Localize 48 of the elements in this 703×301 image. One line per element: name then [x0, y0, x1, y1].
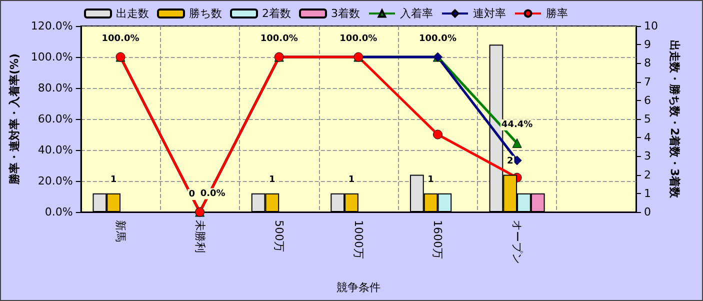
data-label: 100.0% — [418, 34, 456, 44]
y2-tick-label: 3 — [644, 150, 651, 163]
y-axis-title: 勝率・連対率・入着率(%) — [8, 53, 21, 186]
point — [512, 138, 522, 148]
data-label: 0 — [188, 190, 195, 200]
y-tick-label: 20.0% — [38, 174, 73, 188]
data-label: 100.0% — [260, 34, 298, 44]
y2-tick-label: 4 — [644, 131, 651, 144]
y-tick-label: 120.0% — [30, 20, 73, 32]
y2-tick-label: 6 — [644, 94, 651, 107]
x-tick-label: 未勝利 — [193, 220, 206, 253]
x-tick-label: 1600万 — [431, 220, 444, 259]
y2-tick-label: 5 — [644, 112, 651, 126]
data-label: 0.0% — [200, 188, 226, 199]
x-tick-label: 1000万 — [352, 220, 365, 259]
y-tick-label: 80.0% — [38, 82, 73, 94]
data-label: 1 — [428, 174, 434, 185]
legend-label: 2着数 — [262, 7, 291, 20]
y2-axis-title: 出走数・勝ち数・2着数・3着数 — [668, 40, 681, 200]
y2-tick-label: 2 — [644, 168, 651, 182]
legend-label: 出走数 — [116, 7, 149, 20]
data-label: 100.0% — [340, 34, 378, 44]
x-tick-label: 新馬 — [114, 220, 127, 242]
y2-tick-label: 9 — [644, 38, 651, 52]
data-label: 44.4% — [501, 120, 533, 130]
y2-tick-label: 10 — [644, 20, 658, 32]
legend-label: 勝ち数 — [189, 7, 222, 20]
legend-label: 入着率 — [400, 7, 433, 20]
y2-tick-label: 0 — [644, 206, 651, 218]
y-tick-label: 0.0% — [44, 206, 73, 218]
x-tick-label: オープン — [510, 220, 524, 264]
legend-label: 連対率 — [472, 7, 506, 20]
point — [432, 130, 442, 140]
legend-label: 3着数 — [331, 7, 360, 20]
y-tick-label: 40.0% — [38, 144, 73, 156]
y-tick-label: 60.0% — [38, 112, 73, 126]
y-tick-label: 100.0% — [30, 50, 73, 64]
data-label: 1 — [110, 174, 117, 185]
data-label: 1 — [348, 174, 355, 185]
data-label: 1 — [269, 174, 276, 185]
y2-tick-label: 7 — [644, 75, 651, 88]
data-label: 2 — [506, 156, 514, 166]
legend-label: 勝率 — [546, 7, 568, 20]
x-axis-title: 競争条件 — [336, 281, 380, 294]
data-label: 100.0% — [102, 34, 140, 44]
y2-tick-label: 1 — [644, 186, 651, 200]
y2-tick-label: 8 — [644, 56, 651, 70]
x-tick-label: 500万 — [272, 220, 286, 252]
